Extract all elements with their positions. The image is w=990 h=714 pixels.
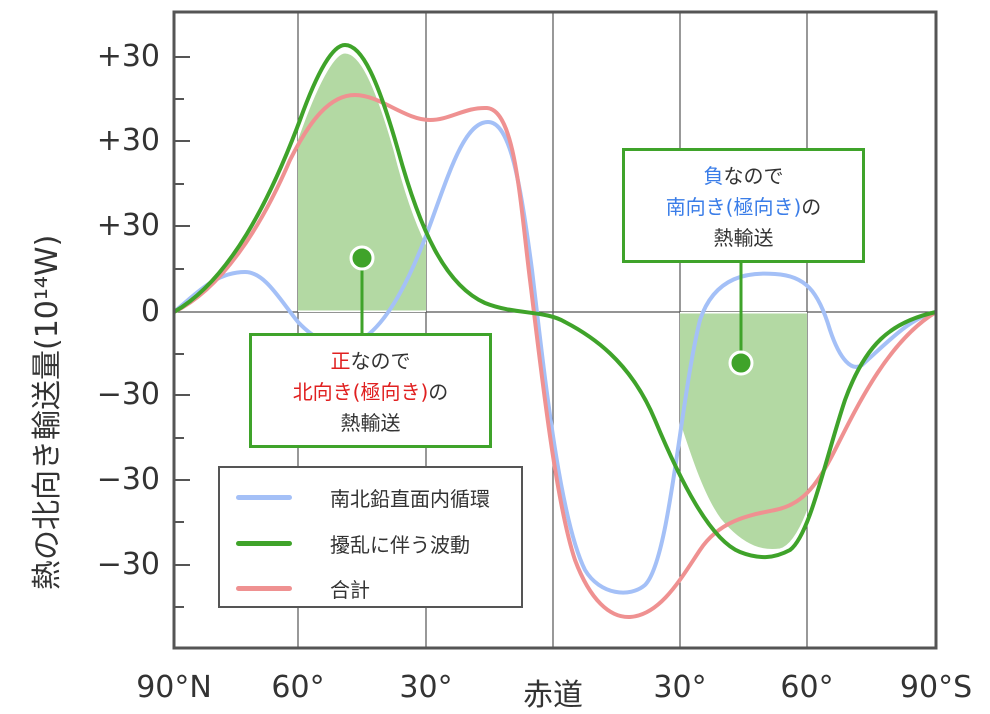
y-axis-label: 熱の北向き輸送量(10¹⁴W) bbox=[30, 234, 65, 590]
series-total bbox=[173, 92, 938, 620]
x-tick-label: 赤道 bbox=[523, 678, 583, 713]
x-tick-label: 90°N bbox=[136, 670, 212, 705]
legend-swatch bbox=[236, 494, 292, 500]
legend-item-circulation: 南北鉛直面内循環 bbox=[220, 482, 490, 512]
note-text: なので bbox=[350, 349, 411, 373]
legend: 南北鉛直面内循環 擾乱に伴う波動 合計 bbox=[218, 466, 523, 608]
fill-north bbox=[298, 50, 426, 312]
y-tick-label: −30 bbox=[96, 547, 160, 582]
axes-frame bbox=[172, 10, 938, 650]
y-tick-label: 0 bbox=[140, 294, 160, 329]
note-text: の bbox=[801, 195, 822, 219]
note-accent: 北向き(極向き) bbox=[292, 380, 429, 404]
y-tick-marks bbox=[174, 56, 190, 608]
x-tick-label: 30° bbox=[653, 670, 707, 705]
legend-swatch bbox=[236, 540, 292, 546]
marker-south bbox=[728, 350, 754, 376]
annotation-south: 負なので 南向き(極向き)の 熱輸送 bbox=[622, 148, 865, 263]
x-tick-label: 90°S bbox=[899, 670, 973, 705]
y-tick-label: +30 bbox=[96, 208, 160, 243]
note-accent: 南向き(極向き) bbox=[665, 195, 802, 219]
legend-item-wave: 擾乱に伴う波動 bbox=[220, 528, 470, 558]
note-text: の bbox=[428, 380, 449, 404]
note-accent: 正 bbox=[330, 349, 351, 373]
series-wave bbox=[173, 42, 937, 559]
note-accent: 負 bbox=[703, 164, 724, 188]
legend-item-total: 合計 bbox=[220, 573, 370, 603]
annotation-north: 正なので 北向き(極向き)の 熱輸送 bbox=[249, 333, 492, 448]
legend-label: 合計 bbox=[330, 577, 370, 602]
note-text: 熱輸送 bbox=[713, 226, 774, 250]
marker-north bbox=[349, 245, 375, 271]
legend-swatch bbox=[236, 585, 292, 591]
note-text: 熱輸送 bbox=[340, 411, 401, 435]
y-tick-label: +30 bbox=[96, 39, 160, 74]
y-tick-label: +30 bbox=[96, 123, 160, 158]
note-text: なので bbox=[723, 164, 784, 188]
x-tick-label: 60° bbox=[271, 670, 325, 705]
legend-label: 南北鉛直面内循環 bbox=[330, 486, 490, 511]
x-tick-label: 60° bbox=[780, 670, 834, 705]
legend-label: 擾乱に伴う波動 bbox=[330, 532, 470, 557]
fill-south bbox=[680, 312, 807, 552]
y-tick-label: −30 bbox=[96, 377, 160, 412]
x-tick-label: 30° bbox=[399, 670, 453, 705]
y-tick-label: −30 bbox=[96, 462, 160, 497]
